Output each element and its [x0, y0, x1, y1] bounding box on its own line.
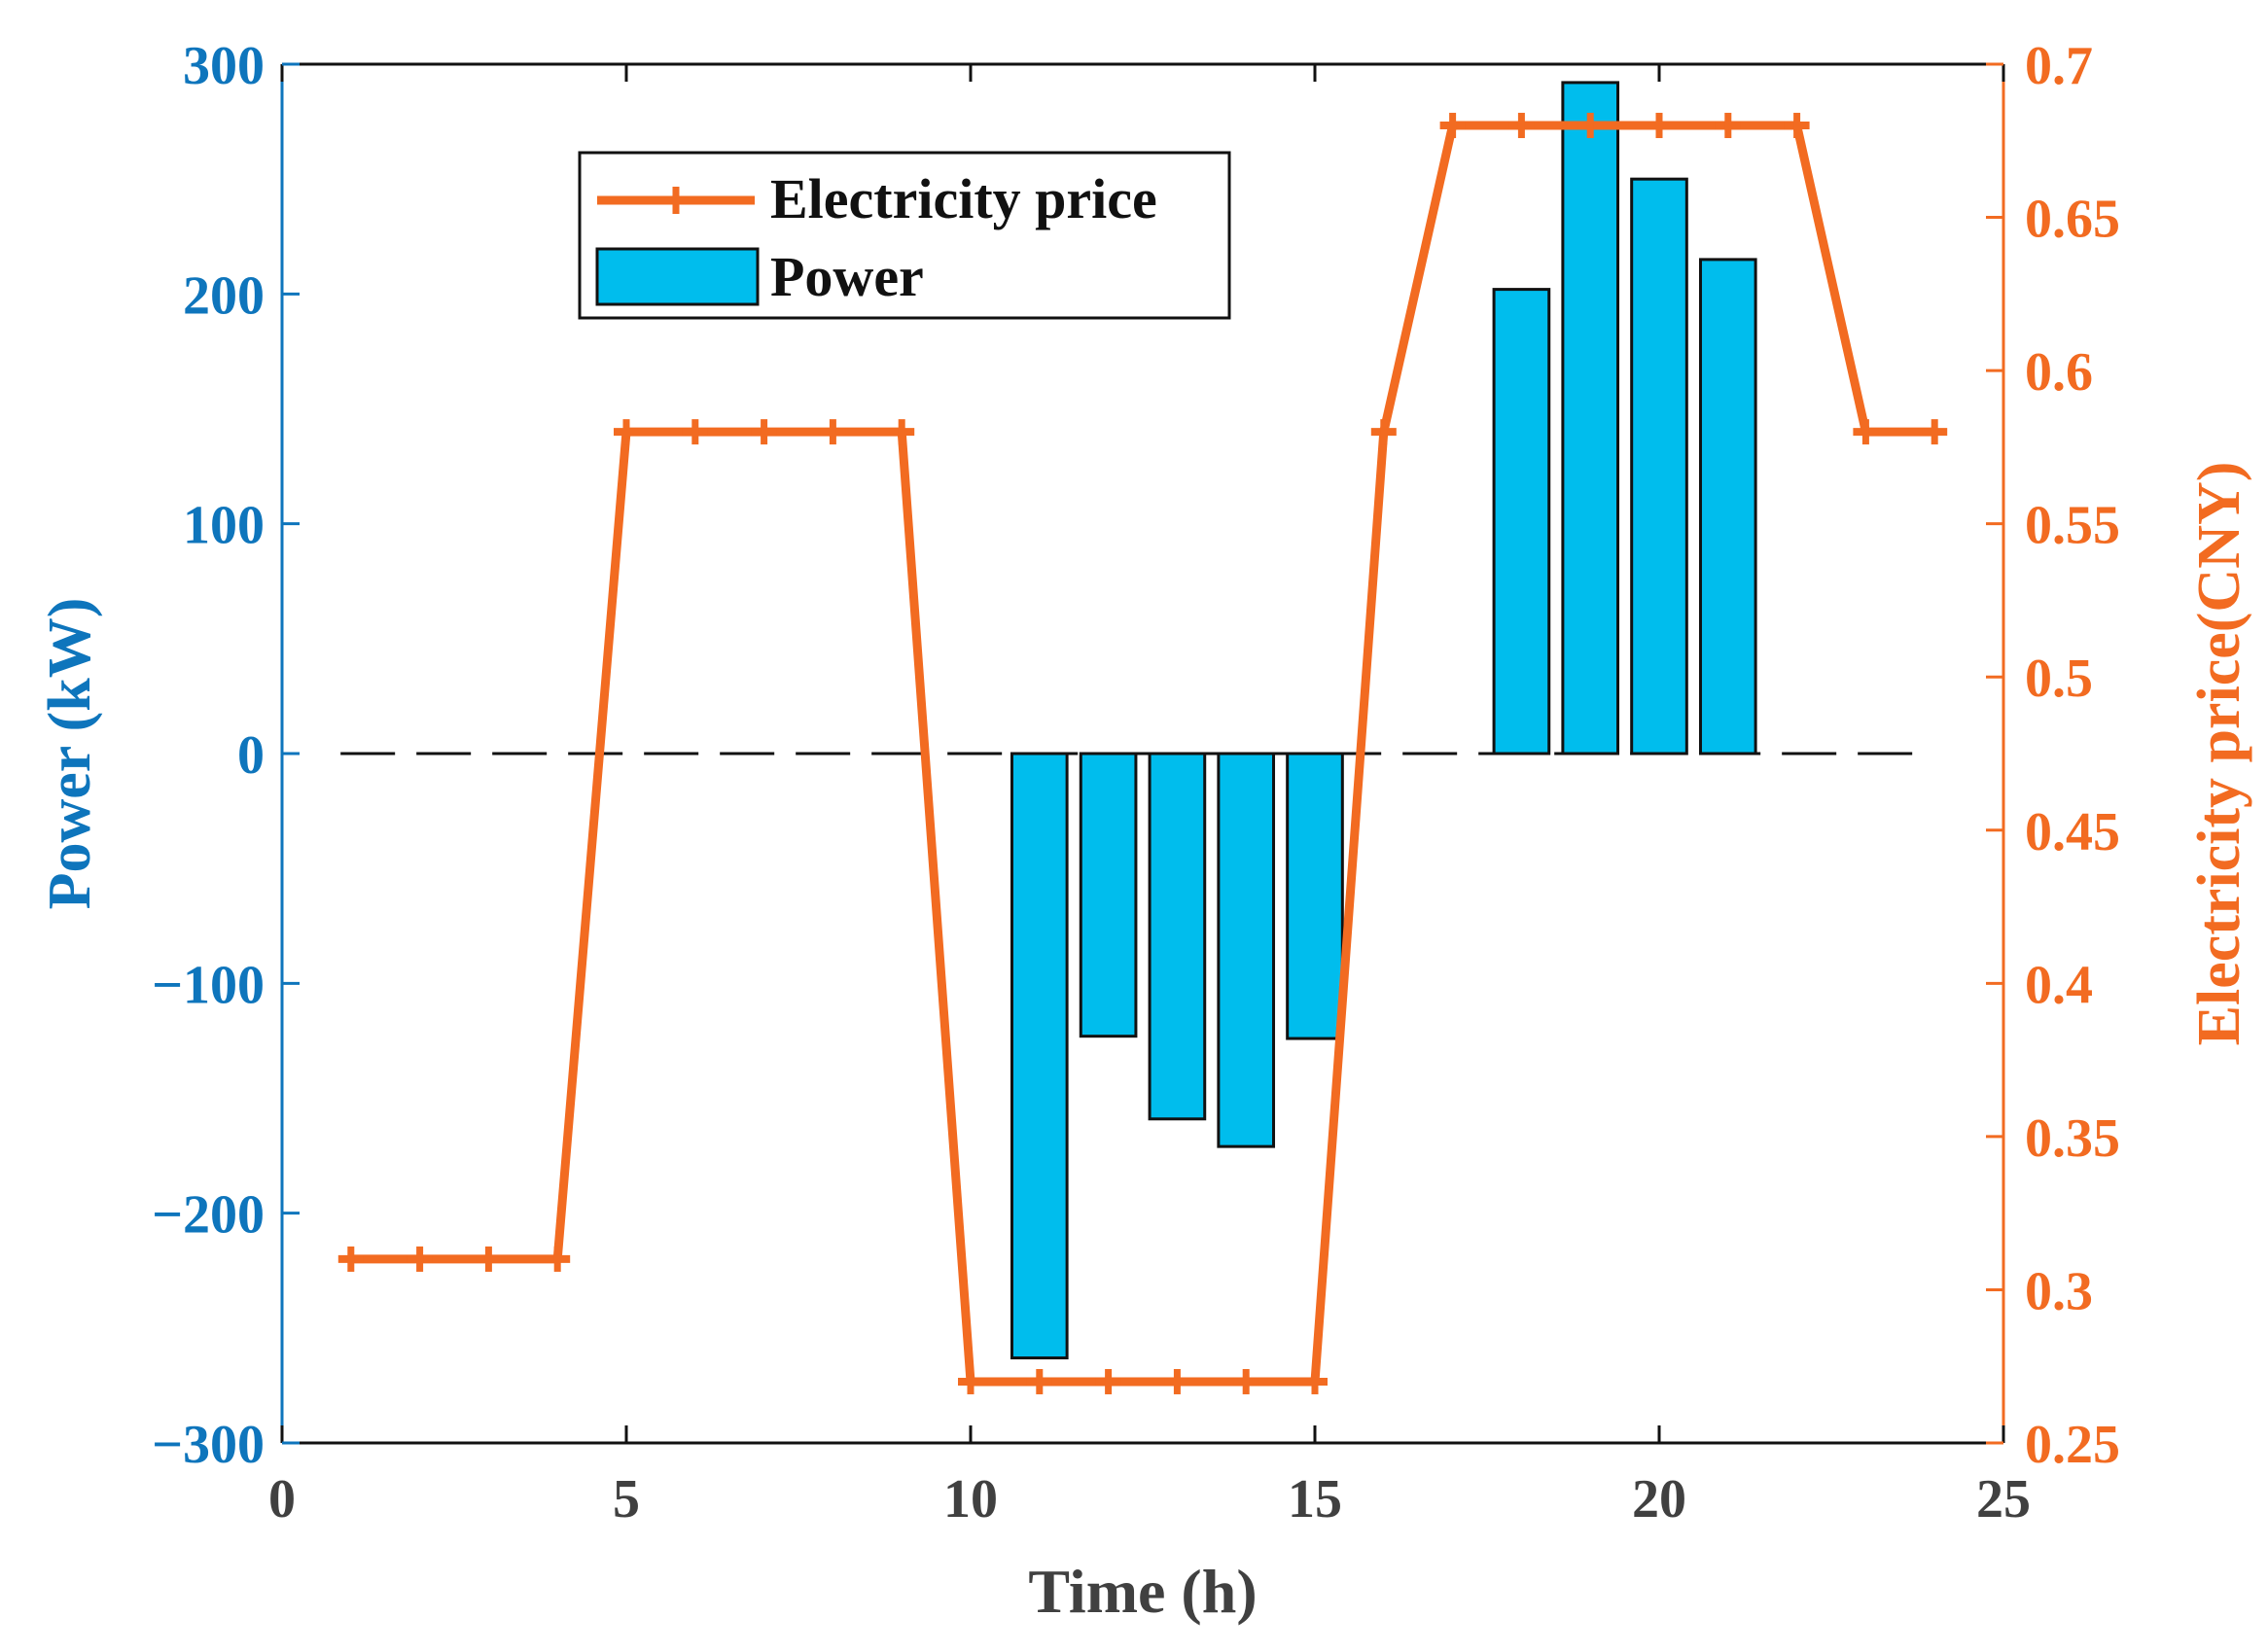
price-point-marker [820, 419, 846, 445]
power-bar [1561, 81, 1620, 756]
price-point-marker [751, 419, 777, 445]
left-axis-label: Power (kW) [37, 598, 103, 910]
price-point-marker [1370, 419, 1397, 445]
power-bar [1079, 752, 1138, 1038]
price-point-marker [1439, 113, 1466, 139]
price-point-marker [1302, 1368, 1328, 1394]
left-tick-label: −100 [152, 955, 265, 1015]
power-bar [1010, 752, 1069, 1360]
x-tick-label: 20 [1632, 1469, 1686, 1529]
right-tick-label: 0.45 [2025, 802, 2120, 862]
price-point-marker [1233, 1368, 1259, 1394]
right-tick-label: 0.5 [2025, 649, 2093, 709]
left-tick-label: −300 [152, 1415, 265, 1475]
left-tick-label: 0 [237, 725, 265, 786]
price-point-marker [682, 419, 708, 445]
legend-power-swatch-icon [595, 247, 760, 306]
power-bar [1492, 288, 1551, 756]
x-axis-ticks: 0 5 10 15 20 25 [268, 64, 2031, 1529]
legend: Electricity price Power [578, 151, 1231, 320]
right-tick-label: 0.35 [2025, 1108, 2120, 1169]
right-axis-label: Electricity price(CNY) [2186, 462, 2252, 1046]
right-axis-ticks: 0.25 0.3 0.35 0.4 0.45 0.5 0.55 0.6 0.65 0.7 [1986, 36, 2120, 1475]
legend-power-label: Power [770, 245, 924, 308]
x-tick-label: 0 [268, 1469, 296, 1529]
x-tick-label: 15 [1288, 1469, 1342, 1529]
price-line-group [337, 113, 1948, 1394]
x-tick-label: 10 [943, 1469, 998, 1529]
price-point-marker [1853, 419, 1879, 445]
left-tick-label: 200 [183, 265, 265, 326]
price-point-marker [1577, 113, 1604, 139]
x-tick-label: 5 [613, 1469, 640, 1529]
price-point-marker [1026, 1368, 1052, 1394]
right-tick-label: 0.3 [2025, 1261, 2093, 1321]
left-tick-label: 100 [183, 496, 265, 556]
price-point-marker [614, 419, 639, 445]
power-bar [1286, 752, 1344, 1040]
price-point-marker [1784, 113, 1810, 139]
left-tick-label: −200 [152, 1185, 265, 1246]
right-tick-label: 0.65 [2025, 190, 2120, 250]
price-point-marker [1715, 113, 1741, 139]
power-bars [1010, 81, 1757, 1360]
left-tick-label: 300 [183, 36, 265, 96]
right-tick-label: 0.55 [2025, 496, 2120, 556]
power-bar [1630, 177, 1688, 756]
right-tick-label: 0.25 [2025, 1415, 2120, 1475]
right-tick-label: 0.4 [2025, 955, 2093, 1015]
price-point-marker [1164, 1368, 1190, 1394]
price-point-marker [1922, 419, 1948, 445]
left-axis-ticks: −300 −200 −100 0 100 200 300 [152, 36, 300, 1475]
price-point-marker [1647, 113, 1672, 139]
price-point-marker [958, 1368, 983, 1394]
x-axis-label: Time (h) [1028, 1557, 1257, 1626]
right-tick-label: 0.7 [2025, 36, 2093, 96]
x-tick-label: 25 [1976, 1469, 2031, 1529]
right-tick-label: 0.6 [2025, 342, 2093, 403]
price-point-marker [1508, 113, 1535, 139]
price-point-marker [407, 1246, 433, 1272]
price-point-marker [337, 1246, 364, 1272]
power-bar [1217, 752, 1276, 1148]
legend-price-label: Electricity price [770, 167, 1157, 230]
price-point-marker [476, 1246, 502, 1272]
price-point-marker [1095, 1368, 1121, 1394]
power-bar [1698, 258, 1757, 756]
price-point-marker [889, 419, 915, 445]
price-point-marker [545, 1246, 571, 1272]
power-bar [1148, 752, 1207, 1121]
